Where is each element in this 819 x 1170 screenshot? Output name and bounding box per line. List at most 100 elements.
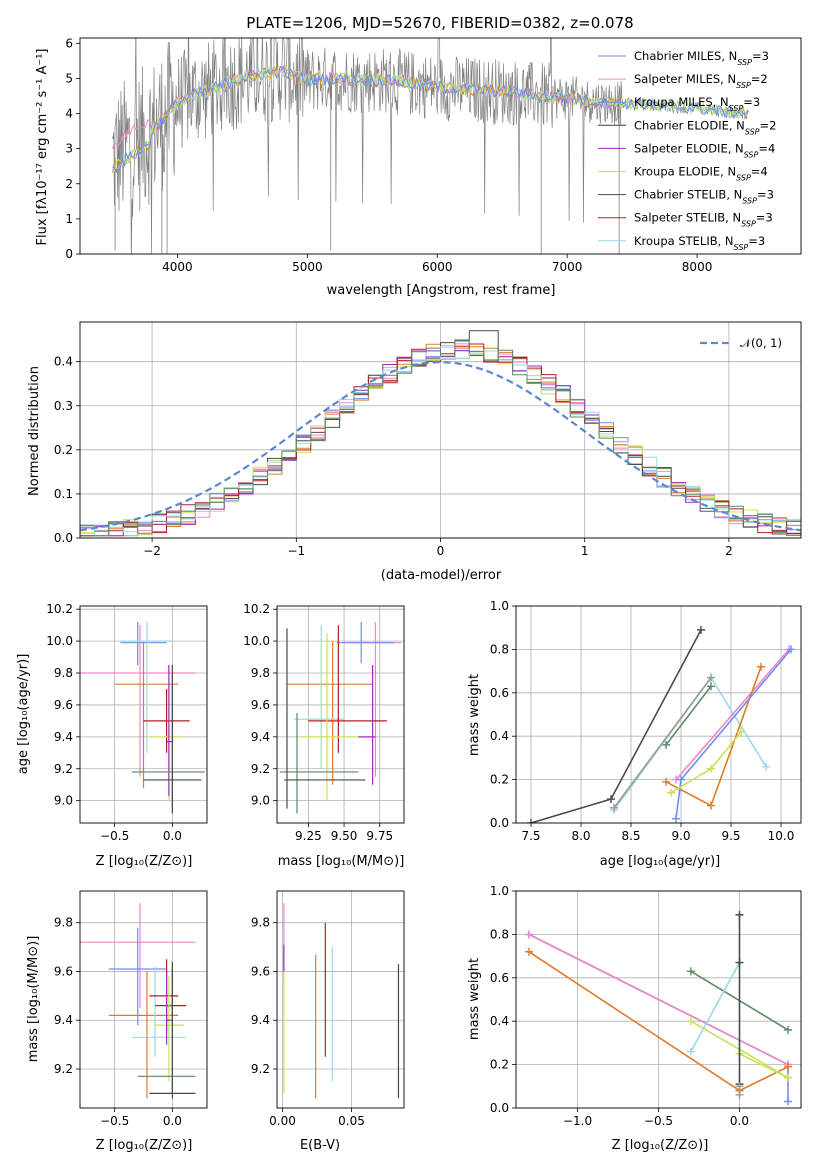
age-vs-mass-ytick-label: 9.4 (251, 730, 270, 744)
weight-vs-age-marker (527, 819, 535, 823)
spectrum-legend-label: Chabrier STELIB, NSSP=3 (634, 188, 774, 206)
weight-vs-z-series-line (739, 1053, 789, 1079)
residuals-xtick-label: −1 (287, 544, 305, 558)
mass-vs-ebv-xtick-label: 0.05 (338, 1114, 365, 1128)
spectrum-legend: Chabrier MILES, NSSP=3 Salpeter MILES, NS… (598, 49, 776, 251)
weight-vs-age-ytick-label: 0.8 (490, 642, 509, 656)
mass-vs-z-xtick-label: −0.5 (100, 1114, 129, 1128)
residuals-ylabel: Normed distribution (27, 366, 42, 496)
weight-vs-z-marker (686, 1017, 695, 1026)
spectrum-legend-label: Salpeter STELIB, NSSP=3 (634, 211, 773, 229)
weight-vs-age-marker (757, 662, 765, 671)
weight-vs-z-marker (686, 1047, 695, 1056)
weight-vs-age-marker (607, 795, 615, 804)
weight-vs-z-ytick-label: 0.6 (490, 971, 509, 985)
spectrum-ytick-label: 1 (65, 212, 73, 226)
weight-vs-z-marker (686, 967, 695, 976)
age-vs-z-xtick-label: 0.0 (163, 829, 182, 843)
spectrum-ytick-label: 6 (65, 36, 73, 50)
age-vs-z-points (80, 621, 205, 814)
age-vs-z-axes: −0.5 0.0 9.0 9.2 9.4 9.6 9.8 10.0 10.2 (46, 602, 207, 843)
mass-vs-z-xtick-label: 0.0 (163, 1114, 182, 1128)
age-vs-mass-ytick-label: 9.8 (251, 666, 270, 680)
mass-vs-ebv-xtick-label: 0.00 (269, 1114, 296, 1128)
spectrum-xtick-label: 7000 (552, 260, 583, 274)
age-vs-mass-ytick-label: 9.6 (251, 698, 270, 712)
mass-vs-z-ytick-label: 9.6 (54, 964, 73, 978)
weight-vs-z-ytick-label: 0.0 (490, 1101, 509, 1115)
residuals-ytick-label: 0.1 (54, 487, 73, 501)
mass-vs-ebv-ytick-label: 9.4 (251, 1013, 270, 1027)
age-vs-z-ytick-label: 10.2 (46, 602, 73, 616)
weight-vs-z-marker (735, 958, 744, 967)
weight-vs-z-marker (735, 1090, 744, 1099)
age-vs-mass-ytick-label: 10.0 (243, 634, 270, 648)
weight-vs-age-xtick-label: 8.0 (571, 829, 590, 843)
weight-vs-age-marker (697, 625, 705, 634)
residuals-xlabel: (data-model)/error (381, 568, 502, 583)
weight-vs-z-series-line (690, 962, 741, 1052)
spectrum-legend-label: Salpeter ELODIE, NSSP=4 (634, 141, 775, 159)
weight-vs-z-marker (784, 1025, 793, 1034)
weight-vs-z-xtick-label: 0.0 (730, 1114, 749, 1128)
weight-vs-age-ytick-label: 1.0 (490, 599, 509, 613)
age-vs-z-ytick-label: 9.2 (54, 762, 73, 776)
weight-vs-age-series-line (613, 677, 712, 809)
weight-vs-age-xtick-label: 9.5 (721, 829, 740, 843)
spectrum-ylabel: Flux [fλ10⁻¹⁷ erg cm⁻² s⁻¹ A⁻¹] (35, 49, 50, 246)
age-z-ylabel: age [log₁₀(age/yr)] (16, 654, 31, 775)
weight-vs-age-marker (707, 682, 715, 691)
spectrum-frame (79, 37, 802, 255)
weight-vs-z-frame (515, 890, 802, 1109)
weight-vs-z-marker (784, 1097, 793, 1106)
residuals-histogram-series (80, 339, 801, 537)
weight-vs-age-series-line (675, 648, 792, 819)
age-mass-xlabel: mass [log₁₀(M/M⊙)] (278, 854, 405, 869)
weight-vs-age-xtick-label: 8.5 (621, 829, 640, 843)
weight-vs-z-marker (524, 930, 533, 939)
residuals-normal-curve (80, 360, 801, 532)
weight-vs-age-series-line (675, 648, 790, 781)
weight-vs-z-xtick-label: −1.0 (563, 1114, 592, 1128)
residuals-xtick-label: −2 (143, 544, 161, 558)
residuals-ytick-label: 0.2 (54, 443, 73, 457)
age-vs-mass-frame (276, 605, 405, 824)
weight-vs-age-ytick-label: 0.0 (490, 816, 509, 830)
age-z-xlabel: Z [log₁₀(Z/Z⊙)] (96, 854, 193, 869)
age-vs-z-ytick-label: 9.0 (54, 794, 73, 808)
age-vs-mass-xtick-label: 9.50 (331, 829, 358, 843)
spectrum-legend-label: Kroupa ELODIE, NSSP=4 (634, 165, 768, 183)
weight-vs-z-lines (524, 910, 793, 1106)
weight-vs-age-xtick-label: 7.5 (521, 829, 540, 843)
spectrum-ytick-label: 2 (65, 177, 73, 191)
residuals-xtick-label: 2 (725, 544, 733, 558)
spectrum-model-line (112, 66, 749, 170)
mass-vs-ebv-axes: 0.00 0.05 9.2 9.4 9.6 9.8 (251, 891, 404, 1128)
residuals-frame (79, 321, 802, 539)
weight-vs-age-marker (667, 788, 675, 797)
weight-vs-age-frame (515, 605, 802, 824)
weight-vs-z-axes: −1.0 −0.5 0.0 0.0 0.2 0.4 0.6 0.8 1.0 (490, 884, 801, 1128)
weight-z-ylabel: mass weight (467, 958, 482, 1040)
spectrum-xtick-label: 5000 (292, 260, 323, 274)
mass-vs-ebv-ytick-label: 9.6 (251, 964, 270, 978)
weight-vs-z-marker (735, 1082, 744, 1091)
weight-vs-age-xtick-label: 9.0 (671, 829, 690, 843)
mass-z-ylabel: mass [log₁₀(M/M⊙)] (26, 936, 41, 1063)
mass-vs-z-frame (79, 890, 208, 1109)
spectrum-legend-label: Chabrier MILES, NSSP=3 (634, 49, 769, 67)
age-vs-z-ytick-label: 9.6 (54, 698, 73, 712)
weight-vs-z-series-line (528, 933, 789, 1066)
age-vs-mass-xtick-label: 9.75 (366, 829, 393, 843)
age-vs-mass-points (279, 621, 402, 814)
mass-z-xlabel: Z [log₁₀(Z/Z⊙)] (96, 1138, 193, 1153)
weight-vs-z-marker (735, 910, 744, 919)
residuals-legend: 𝒩(0, 1) (700, 336, 782, 350)
weight-vs-age-marker (737, 727, 745, 736)
weight-vs-age-ytick-label: 0.2 (490, 773, 509, 787)
weight-vs-z-ytick-label: 0.2 (490, 1058, 509, 1072)
figure-title: PLATE=1206, MJD=52670, FIBERID=0382, z=0… (246, 14, 633, 32)
weight-vs-age-marker (672, 814, 680, 823)
spectrum-ytick-label: 4 (65, 107, 73, 121)
